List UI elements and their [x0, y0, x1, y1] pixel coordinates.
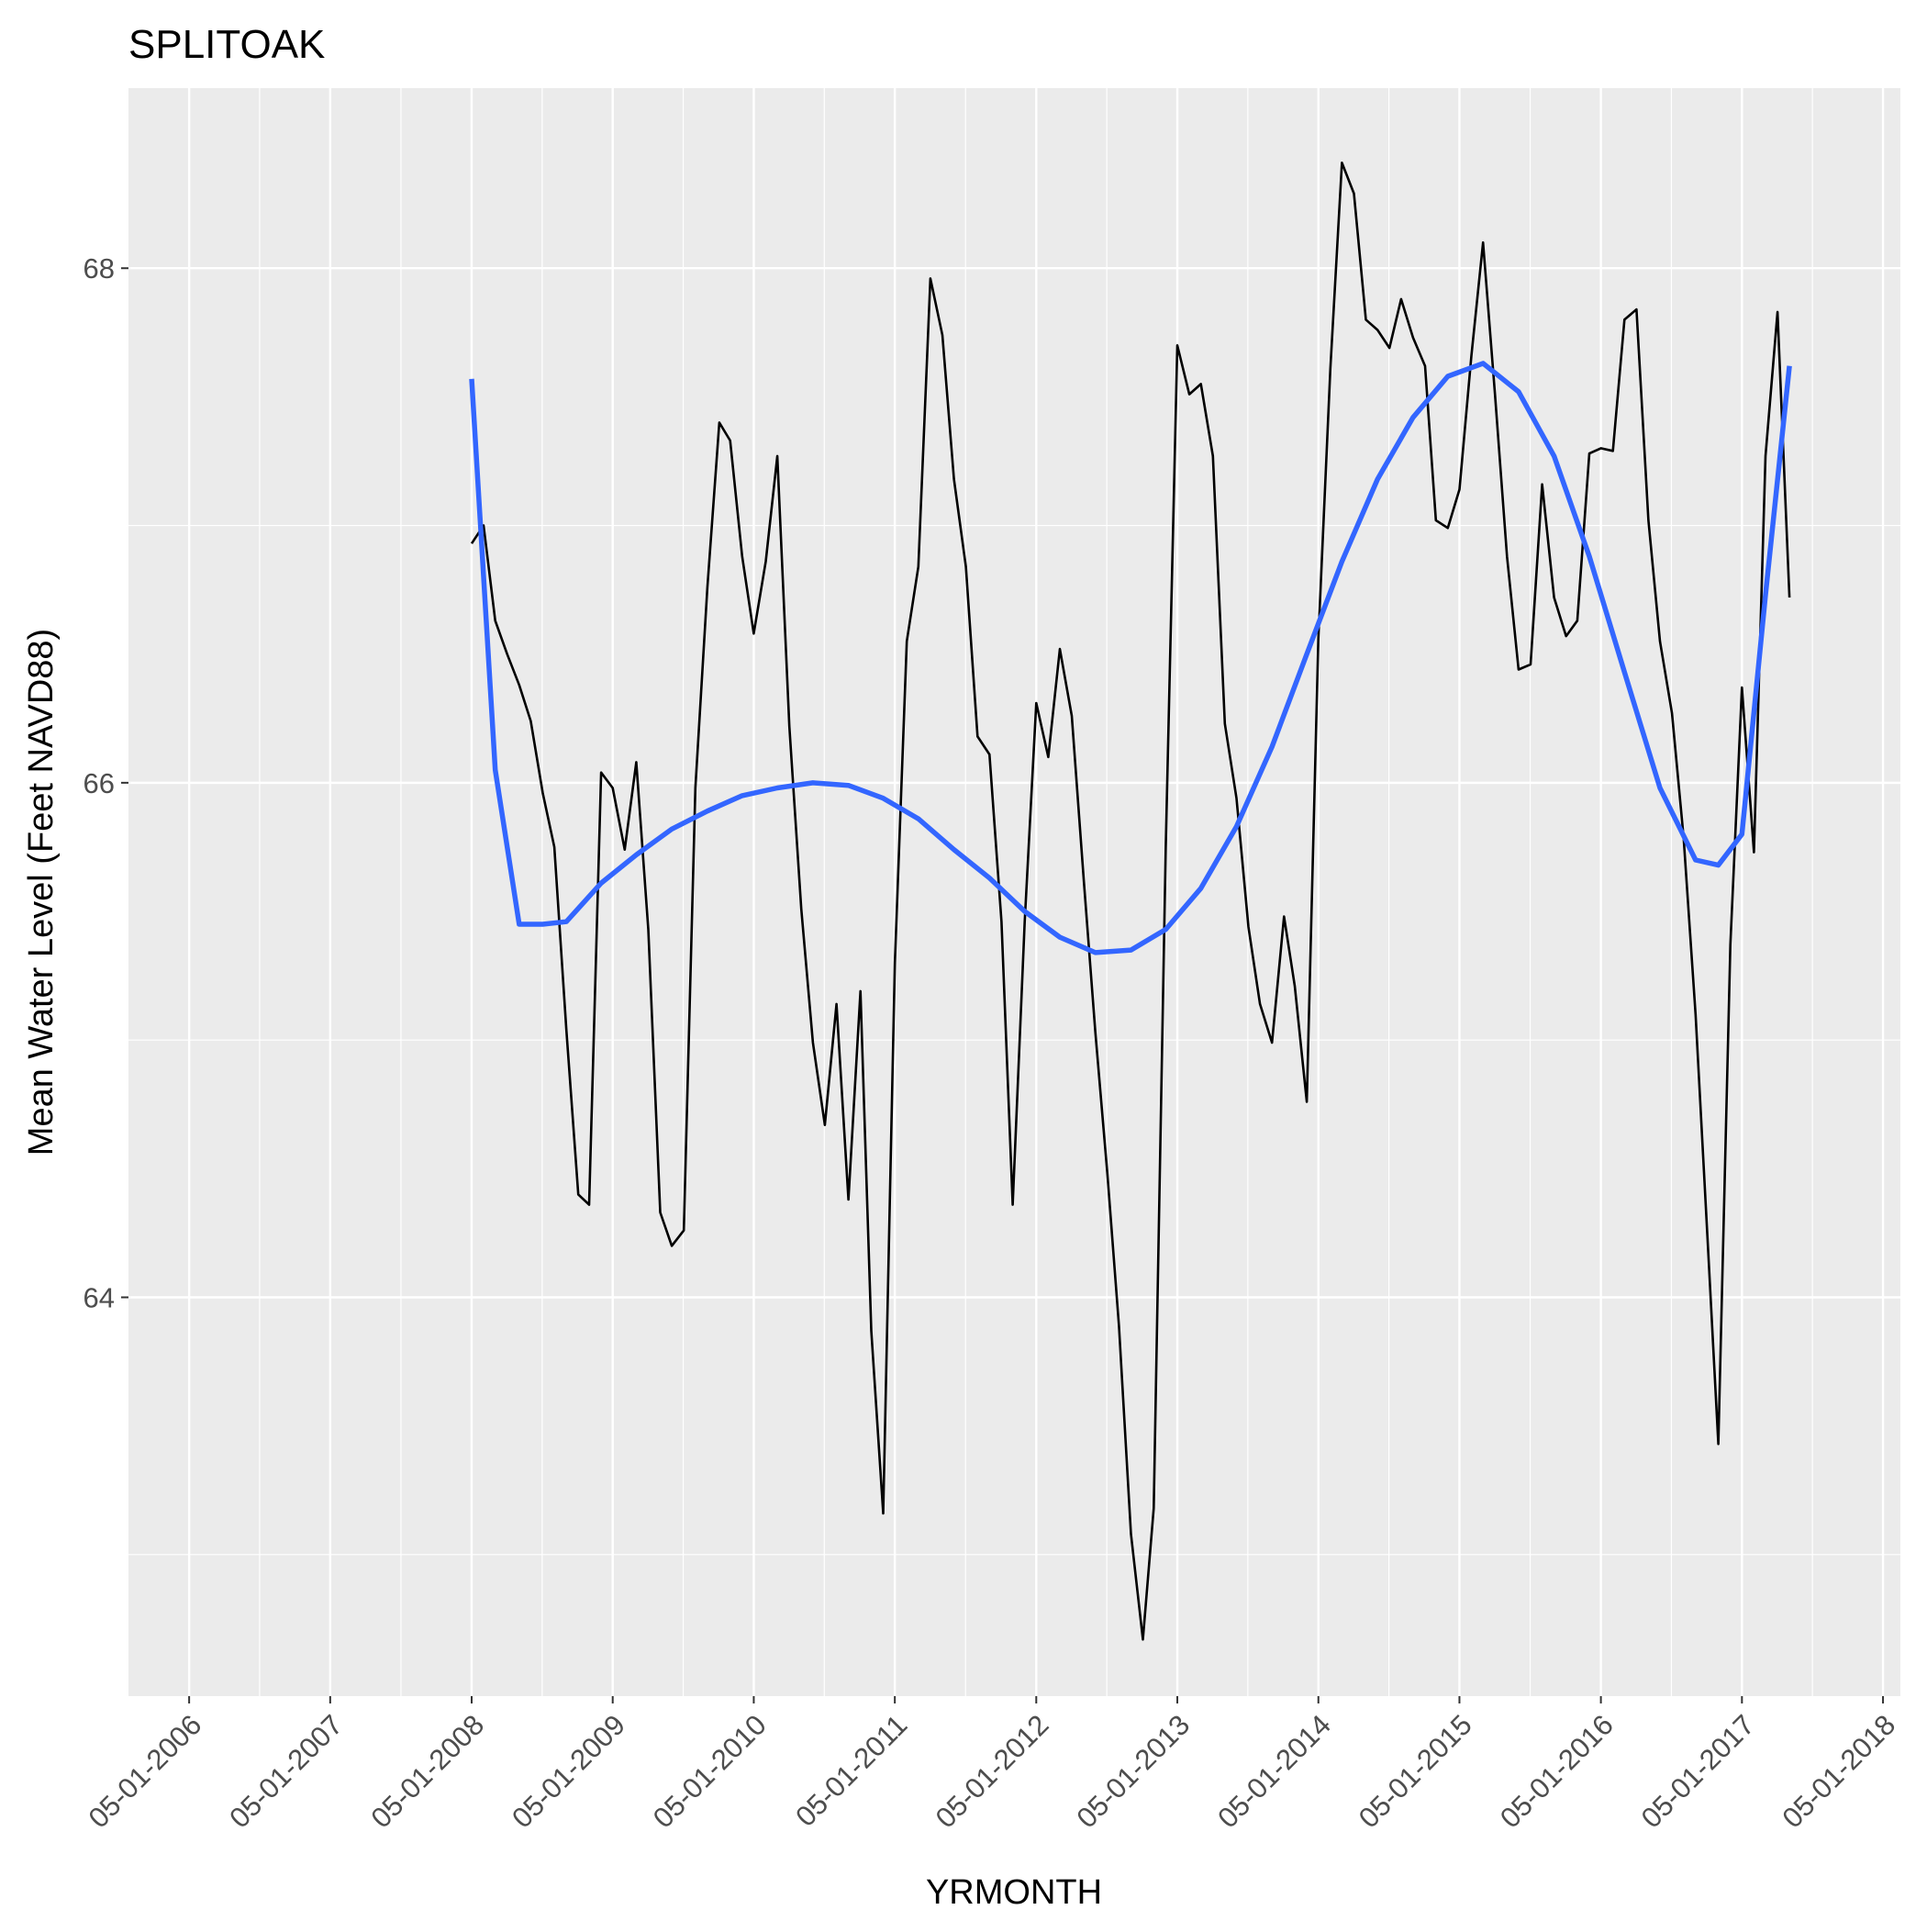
x-axis-title: YRMONTH [926, 1873, 1102, 1912]
y-tick-label: 64 [84, 1282, 115, 1314]
x-tick-label: 05-01-2016 [1494, 1709, 1620, 1835]
x-tick-label: 05-01-2010 [647, 1709, 773, 1835]
x-tick-label: 05-01-2008 [364, 1709, 490, 1835]
smoothed-trend-line [469, 361, 1792, 955]
minor-gridlines [128, 88, 1900, 1696]
x-axis: 05-01-2006 05-01-2007 05-01-2008 05-01-2009… [83, 1696, 1901, 1835]
x-tick-label: 05-01-2013 [1070, 1709, 1196, 1835]
chart-title: SPLITOAK [128, 22, 325, 67]
x-tick-label: 05-01-2007 [223, 1709, 349, 1835]
x-tick-label: 05-01-2017 [1635, 1709, 1761, 1835]
series-layer [469, 162, 1792, 1641]
plot-panel [128, 88, 1900, 1696]
observed-water-level-line [470, 162, 1791, 1641]
y-axis: 64 66 68 [84, 252, 128, 1314]
x-tick-label: 05-01-2018 [1776, 1709, 1901, 1835]
x-tick-label: 05-01-2012 [930, 1709, 1055, 1835]
y-axis-title: Mean Water Level (Feet NAVD88) [22, 629, 61, 1156]
y-tick-label: 68 [84, 252, 115, 285]
x-tick-label: 05-01-2011 [789, 1709, 913, 1833]
x-tick-label: 05-01-2014 [1211, 1709, 1337, 1835]
major-gridlines [128, 88, 1900, 1696]
x-tick-label: 05-01-2006 [83, 1709, 208, 1835]
x-tick-label: 05-01-2015 [1353, 1709, 1478, 1835]
x-tick-label: 05-01-2009 [506, 1709, 631, 1835]
y-tick-label: 66 [84, 767, 115, 799]
